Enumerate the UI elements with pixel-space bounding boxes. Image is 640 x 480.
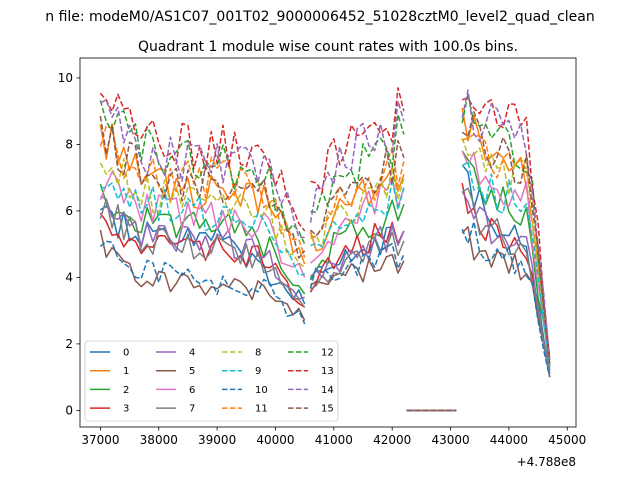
series-1-line-0 bbox=[99, 123, 306, 265]
x-offset-label: +4.788e8 bbox=[517, 455, 576, 469]
series-14-line-1 bbox=[309, 100, 405, 223]
x-axis: 37000 38000 39000 40000 41000 42000 43000 44000… bbox=[81, 427, 586, 447]
series-5-line-0 bbox=[99, 229, 306, 321]
series-9-line-1 bbox=[310, 178, 405, 248]
series-3-line-1 bbox=[309, 221, 405, 293]
series-14-line-0 bbox=[100, 99, 305, 239]
series-6-line-0 bbox=[99, 171, 306, 278]
x-tick-label: 39000 bbox=[198, 433, 236, 447]
series-15-line-1 bbox=[309, 139, 405, 237]
series-7-line-1 bbox=[310, 231, 405, 290]
x-tick-label: 38000 bbox=[140, 433, 178, 447]
series-7-line-0 bbox=[99, 198, 306, 308]
legend-frame bbox=[84, 340, 339, 422]
series-5-line-1 bbox=[310, 253, 405, 286]
series-15-line-3 bbox=[461, 111, 551, 364]
series-10-line-1 bbox=[309, 242, 405, 289]
legend-label-0: 0 bbox=[123, 348, 129, 359]
series-15 bbox=[99, 111, 551, 412]
legend-label-13: 13 bbox=[321, 366, 334, 377]
legend-label-10: 10 bbox=[255, 385, 268, 396]
legend-label-11: 11 bbox=[255, 404, 268, 415]
series-13-line-3 bbox=[462, 97, 551, 358]
legend-label-6: 6 bbox=[189, 385, 195, 396]
legend-label-9: 9 bbox=[255, 366, 261, 377]
y-axis: 0 2 4 6 8 10 bbox=[58, 71, 80, 418]
y-tick-label: 10 bbox=[58, 71, 73, 85]
series-1-line-3 bbox=[461, 107, 551, 368]
legend-label-15: 15 bbox=[321, 404, 334, 415]
series-10-line-3 bbox=[461, 220, 551, 378]
legend-label-4: 4 bbox=[189, 348, 195, 359]
x-tick-label: 43000 bbox=[431, 433, 469, 447]
series-7-line-3 bbox=[461, 187, 551, 374]
series-12-line-0 bbox=[99, 100, 306, 245]
y-tick-label: 6 bbox=[65, 204, 73, 218]
series-8-line-1 bbox=[310, 166, 405, 249]
chart-title: Quadrant 1 module wise count rates with … bbox=[138, 39, 518, 55]
x-tick-label: 42000 bbox=[373, 433, 411, 447]
legend-label-7: 7 bbox=[189, 404, 195, 415]
series-8-line-3 bbox=[461, 137, 551, 364]
x-tick-label: 41000 bbox=[315, 433, 353, 447]
series-13-line-0 bbox=[99, 92, 306, 232]
series-8-line-0 bbox=[99, 158, 306, 268]
legend-label-1: 1 bbox=[123, 366, 129, 377]
legend-label-2: 2 bbox=[123, 385, 129, 396]
legend-label-14: 14 bbox=[321, 385, 334, 396]
series-15-line-0 bbox=[99, 115, 306, 259]
series-4-line-3 bbox=[461, 191, 551, 371]
series-4-line-0 bbox=[100, 195, 305, 300]
series-13-line-1 bbox=[310, 87, 405, 194]
series-1-line-1 bbox=[309, 167, 405, 252]
series-2-line-0 bbox=[99, 183, 306, 295]
series-layer bbox=[99, 87, 551, 412]
legend-label-12: 12 bbox=[321, 348, 334, 359]
y-tick-label: 2 bbox=[65, 337, 73, 351]
x-tick-label: 37000 bbox=[81, 433, 119, 447]
y-tick-label: 0 bbox=[65, 404, 73, 418]
series-9-line-3 bbox=[461, 161, 551, 368]
x-tick-label: 45000 bbox=[548, 433, 586, 447]
series-12-line-1 bbox=[310, 113, 405, 214]
series-3-line-0 bbox=[99, 212, 306, 308]
legend-label-5: 5 bbox=[189, 366, 195, 377]
figure-suptitle: n file: modeM0/AS1C07_001T02_9000006452_… bbox=[45, 9, 594, 25]
legend-label-8: 8 bbox=[255, 348, 261, 359]
x-tick-label: 40000 bbox=[256, 433, 294, 447]
series-10-line-0 bbox=[99, 240, 306, 325]
x-tick-label: 44000 bbox=[490, 433, 528, 447]
axes-frame bbox=[79, 57, 577, 428]
y-tick-label: 4 bbox=[65, 271, 73, 285]
y-tick-label: 8 bbox=[65, 138, 73, 152]
series-6-line-3 bbox=[461, 150, 551, 364]
legend-label-3: 3 bbox=[123, 404, 129, 415]
